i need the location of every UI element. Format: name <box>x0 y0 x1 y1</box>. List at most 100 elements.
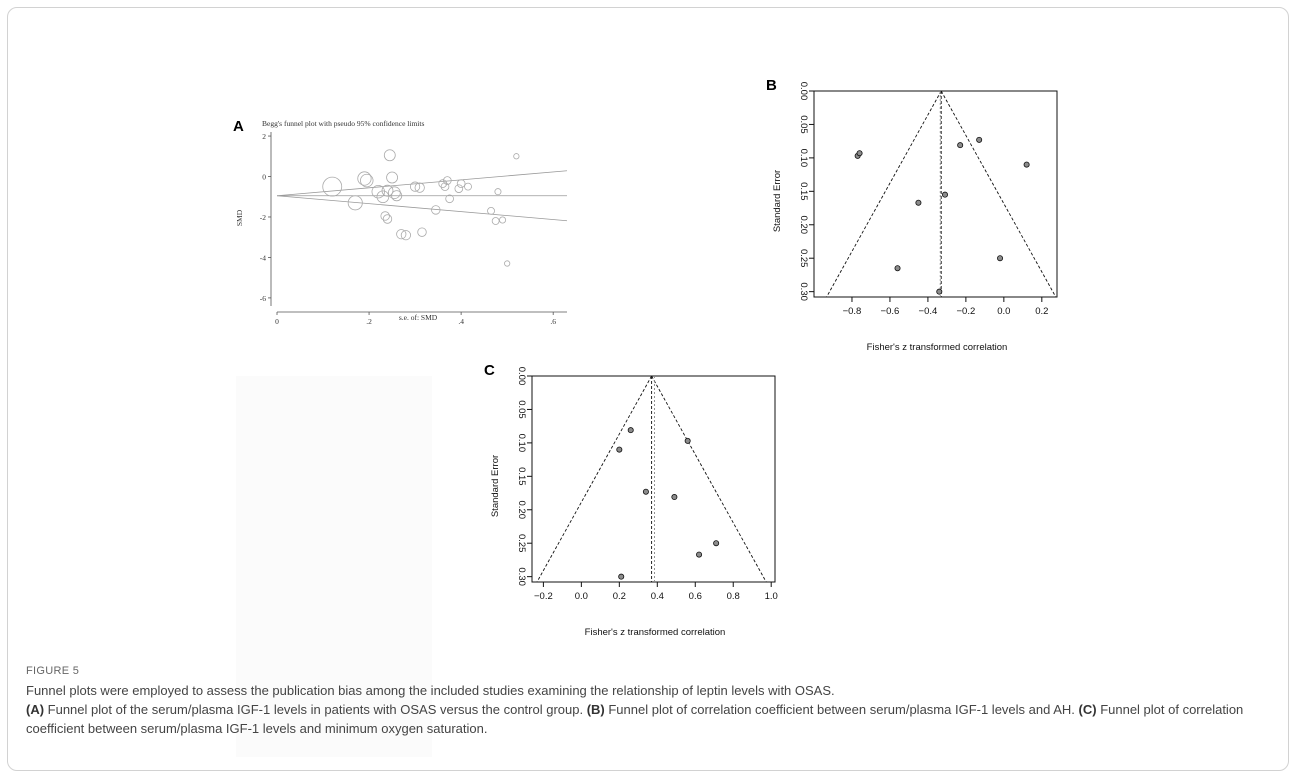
x-tick-label-b: −0.4 <box>919 306 938 317</box>
study-point-a <box>513 153 520 160</box>
y-axis-label-b: Standard Error <box>772 170 783 232</box>
x-tick-label-b: −0.8 <box>843 306 862 317</box>
y-tick-label-b: 0.15 <box>798 182 809 201</box>
funnel-right-limit-b <box>940 90 1057 298</box>
study-point-a <box>487 207 495 215</box>
caption-intro: Funnel plots were employed to assess the… <box>26 683 835 698</box>
study-point-b <box>957 142 964 149</box>
study-point-a <box>454 184 464 193</box>
y-tick-label-c: 0.20 <box>516 501 527 520</box>
figure-card <box>7 7 1289 771</box>
study-point-a <box>417 227 427 237</box>
y-tick-label-a: -4 <box>260 253 266 262</box>
funnel-left-limit-c <box>536 375 652 583</box>
x-tick-label-a: .6 <box>550 317 556 326</box>
study-point-c <box>713 540 720 547</box>
y-tick-label-c: 0.10 <box>516 434 527 453</box>
study-point-c <box>684 437 691 444</box>
caption-item-c: Funnel plot of correlation coefficient b… <box>26 702 1244 736</box>
study-point-c <box>616 446 623 453</box>
x-tick-label-b: −0.6 <box>881 306 900 317</box>
study-point-b <box>856 150 863 157</box>
x-axis-label-a: s.e. of: SMD <box>399 313 438 322</box>
y-tick-label-b: 0.00 <box>798 82 809 101</box>
study-point-a <box>396 229 407 240</box>
x-tick-label-b: 0.2 <box>1035 306 1048 317</box>
y-tick-label-a: 0 <box>262 173 266 182</box>
y-axis-label-c: Standard Error <box>490 455 501 517</box>
chart-title-a: Begg's funnel plot with pseudo 95% confi… <box>262 119 424 128</box>
panel-letter-b: B <box>766 77 777 94</box>
study-point-a <box>438 179 448 188</box>
y-tick-label-c: 0.30 <box>516 567 527 586</box>
funnel-right-limit-c <box>651 375 767 583</box>
y-tick-label-c: 0.15 <box>516 467 527 486</box>
study-point-a <box>414 182 425 193</box>
study-point-a <box>382 214 393 224</box>
x-tick-label-b: −0.2 <box>956 306 975 317</box>
study-point-a <box>371 184 385 199</box>
study-point-a <box>380 211 390 221</box>
study-point-a <box>360 173 374 188</box>
x-tick-label-c: 0.6 <box>689 591 702 602</box>
y-tick-label-b: 0.20 <box>798 216 809 235</box>
caption-tag-b: (B) <box>586 702 605 717</box>
study-point-a <box>386 171 398 184</box>
study-point-a <box>494 188 502 196</box>
study-point-a <box>499 216 507 224</box>
x-tick-label-c: 0.8 <box>727 591 740 602</box>
x-tick-label-c: 0.0 <box>575 591 588 602</box>
study-point-a <box>322 176 343 197</box>
study-point-a <box>388 186 401 199</box>
study-point-a <box>400 230 411 241</box>
study-point-a <box>443 176 452 185</box>
study-point-a <box>504 260 511 267</box>
study-point-a <box>357 171 372 186</box>
study-point-c <box>642 488 649 495</box>
figure-label: FIGURE 5 <box>26 665 80 677</box>
y-tick-label-b: 0.05 <box>798 115 809 134</box>
study-point-a <box>381 184 394 197</box>
y-tick-label-c: 0.00 <box>516 367 527 386</box>
lower-confidence-limit-a <box>276 195 568 222</box>
caption-text: Funnel plots were employed to assess the… <box>26 681 1276 738</box>
caption-tag-c: (C) <box>1078 702 1097 717</box>
y-tick-label-a: -6 <box>260 294 266 303</box>
study-point-a <box>445 194 454 204</box>
study-point-b <box>976 136 983 143</box>
study-point-a <box>409 181 421 192</box>
study-point-a <box>376 190 390 204</box>
study-point-b <box>1023 161 1030 168</box>
study-point-a <box>347 195 363 211</box>
caption-item-b: Funnel plot of correlation coefficient b… <box>604 702 1079 717</box>
caption-tag-a: (A) <box>26 702 45 717</box>
plot-frame-c <box>531 375 776 583</box>
study-point-c <box>671 494 678 501</box>
x-tick-label-c: 1.0 <box>765 591 778 602</box>
y-axis-label-a: SMD <box>235 209 244 226</box>
y-tick-label-a: -2 <box>260 213 266 222</box>
panel-a: A Begg's funnel plot with pseudo 95% con… <box>232 118 592 333</box>
y-tick-label-c: 0.05 <box>516 400 527 419</box>
study-point-b <box>915 199 922 206</box>
x-tick-label-b: 0.0 <box>997 306 1010 317</box>
study-point-a <box>383 149 396 162</box>
study-point-a <box>464 182 472 191</box>
panel-letter-c: C <box>484 362 495 379</box>
study-point-a <box>440 182 450 191</box>
study-point-a <box>491 217 500 225</box>
panel-b: B Fisher's z transformed correlation Sta… <box>762 77 1082 362</box>
x-tick-label-c: 0.4 <box>651 591 664 602</box>
study-point-a <box>431 205 441 215</box>
y-tick-label-b: 0.30 <box>798 282 809 301</box>
funnel-left-limit-b <box>826 90 942 298</box>
study-point-b <box>894 265 901 272</box>
study-point-a <box>456 179 466 188</box>
x-tick-label-a: .2 <box>366 317 372 326</box>
study-point-c <box>696 551 703 558</box>
x-tick-label-c: −0.2 <box>534 591 553 602</box>
y-tick-label-a: 2 <box>262 132 266 141</box>
x-tick-label-a: 0 <box>275 317 279 326</box>
y-tick-label-b: 0.25 <box>798 249 809 268</box>
plot-frame-b <box>813 90 1058 298</box>
